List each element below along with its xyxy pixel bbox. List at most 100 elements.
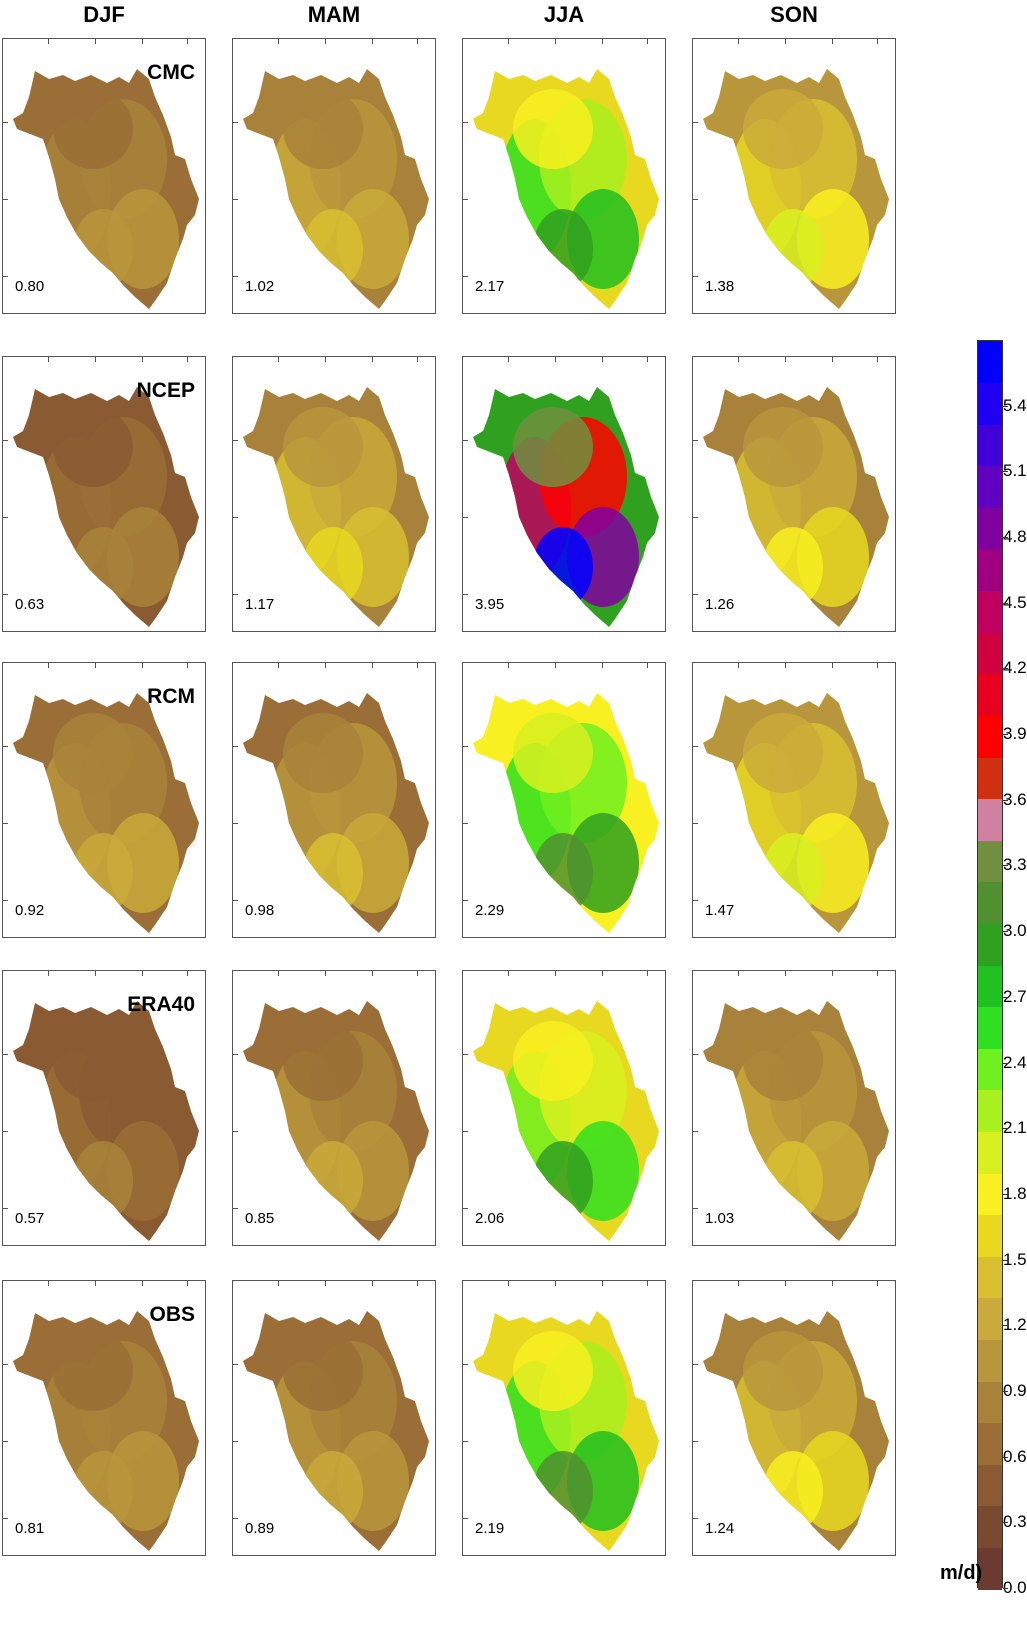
axis-tick	[693, 1518, 698, 1520]
map-contour-patch	[763, 1141, 823, 1221]
panel-value-label: 1.26	[705, 596, 735, 613]
colorbar-segment	[978, 1547, 1002, 1590]
panel-value-label: 1.47	[705, 902, 735, 919]
axis-tick	[646, 357, 648, 362]
axis-tick	[463, 1053, 468, 1055]
axis-tick	[876, 357, 878, 362]
panel-value-label: 0.63	[15, 596, 45, 613]
axis-tick	[47, 39, 49, 44]
colorbar-tick-mark	[1003, 734, 1008, 736]
precip-map	[703, 693, 889, 933]
map-contour-patch	[513, 1021, 593, 1101]
axis-tick	[371, 39, 373, 44]
panel-value-label: 1.24	[705, 1520, 735, 1537]
precip-map	[703, 387, 889, 627]
colorbar-segment	[978, 341, 1002, 384]
axis-tick	[463, 1441, 468, 1443]
map-contour-patch	[303, 1451, 363, 1531]
axis-tick	[693, 517, 698, 519]
panel-value-label: 2.06	[475, 1210, 505, 1227]
map-panel-cmc-mam: 1.02	[232, 38, 436, 314]
axis-tick	[601, 39, 603, 44]
axis-tick	[186, 663, 188, 668]
precip-map	[243, 69, 429, 309]
season-header-son: SON	[770, 2, 818, 27]
axis-tick	[831, 663, 833, 668]
precip-map	[243, 1311, 429, 1551]
axis-tick	[416, 663, 418, 668]
axis-tick	[371, 971, 373, 976]
colorbar-tick-label: 1.5	[1003, 1249, 1027, 1269]
colorbar-tick-mark	[1003, 931, 1008, 933]
colorbar-segment	[978, 1131, 1002, 1174]
colorbar-segment	[978, 673, 1002, 716]
axis-tick	[233, 1053, 238, 1055]
axis-tick	[507, 39, 509, 44]
map-contour-patch	[303, 527, 363, 607]
map-contour-patch	[513, 713, 593, 793]
axis-tick	[186, 39, 188, 44]
map-panel-rcm-jja: 2.29	[462, 662, 666, 938]
axis-tick	[646, 663, 648, 668]
map-panel-era40-djf: ERA40 0.57	[2, 970, 206, 1246]
axis-tick	[463, 745, 468, 747]
axis-tick	[876, 663, 878, 668]
colorbar-tick-label: 0.3	[1003, 1512, 1027, 1532]
map-contour-patch	[303, 1141, 363, 1221]
colorbar-tick-label: 4.8	[1003, 527, 1027, 547]
colorbar-tick-mark	[1003, 1193, 1008, 1195]
colorbar-tick-label: 0.6	[1003, 1446, 1027, 1466]
colorbar-segment	[978, 1173, 1002, 1216]
axis-tick	[737, 663, 739, 668]
map-panel-ncep-son: 1.26	[692, 356, 896, 632]
axis-tick	[277, 39, 279, 44]
map-panel-cmc-jja: 2.17	[462, 38, 666, 314]
colorbar-segment	[978, 1464, 1002, 1507]
colorbar-tick-mark	[1003, 1062, 1008, 1064]
axis-tick	[277, 971, 279, 976]
panel-value-label: 1.38	[705, 278, 735, 295]
axis-tick	[463, 900, 468, 902]
panel-value-label: 1.03	[705, 1210, 735, 1227]
axis-tick	[233, 1131, 238, 1133]
map-contour-patch	[53, 89, 133, 169]
panel-value-label: 0.98	[245, 902, 275, 919]
axis-tick	[463, 1363, 468, 1365]
colorbar-segment	[978, 465, 1002, 508]
map-contour-patch	[763, 209, 823, 289]
colorbar-tick-label: 0.9	[1003, 1380, 1027, 1400]
colorbar-segment	[978, 549, 1002, 592]
map-contour-patch	[283, 713, 363, 793]
axis-tick	[277, 1281, 279, 1286]
panel-value-label: 0.81	[15, 1520, 45, 1537]
axis-tick	[3, 121, 8, 123]
precip-map	[243, 387, 429, 627]
map-panel-obs-djf: OBS 0.81	[2, 1280, 206, 1556]
axis-tick	[3, 276, 8, 278]
colorbar-segment	[978, 382, 1002, 425]
map-contour-patch	[533, 527, 593, 607]
axis-tick	[737, 39, 739, 44]
colorbar-tick-label: 2.1	[1003, 1118, 1027, 1138]
axis-tick	[876, 971, 878, 976]
season-header-mam: MAM	[307, 2, 361, 27]
axis-tick	[371, 357, 373, 362]
axis-tick	[693, 745, 698, 747]
map-contour-patch	[73, 833, 133, 913]
axis-tick	[371, 663, 373, 668]
colorbar-tick-mark	[1003, 865, 1008, 867]
axis-tick	[47, 357, 49, 362]
axis-tick	[3, 1208, 8, 1210]
axis-tick	[463, 1208, 468, 1210]
axis-tick	[324, 357, 326, 362]
map-contour-patch	[743, 1331, 823, 1411]
colorbar-tick-mark	[1003, 602, 1008, 604]
colorbar	[977, 340, 1003, 1590]
map-panel-rcm-mam: 0.98	[232, 662, 436, 938]
axis-tick	[141, 1281, 143, 1286]
axis-tick	[554, 39, 556, 44]
panel-value-label: 1.02	[245, 278, 275, 295]
colorbar-segment	[978, 1214, 1002, 1257]
map-contour-patch	[533, 1141, 593, 1221]
panel-value-label: 2.29	[475, 902, 505, 919]
